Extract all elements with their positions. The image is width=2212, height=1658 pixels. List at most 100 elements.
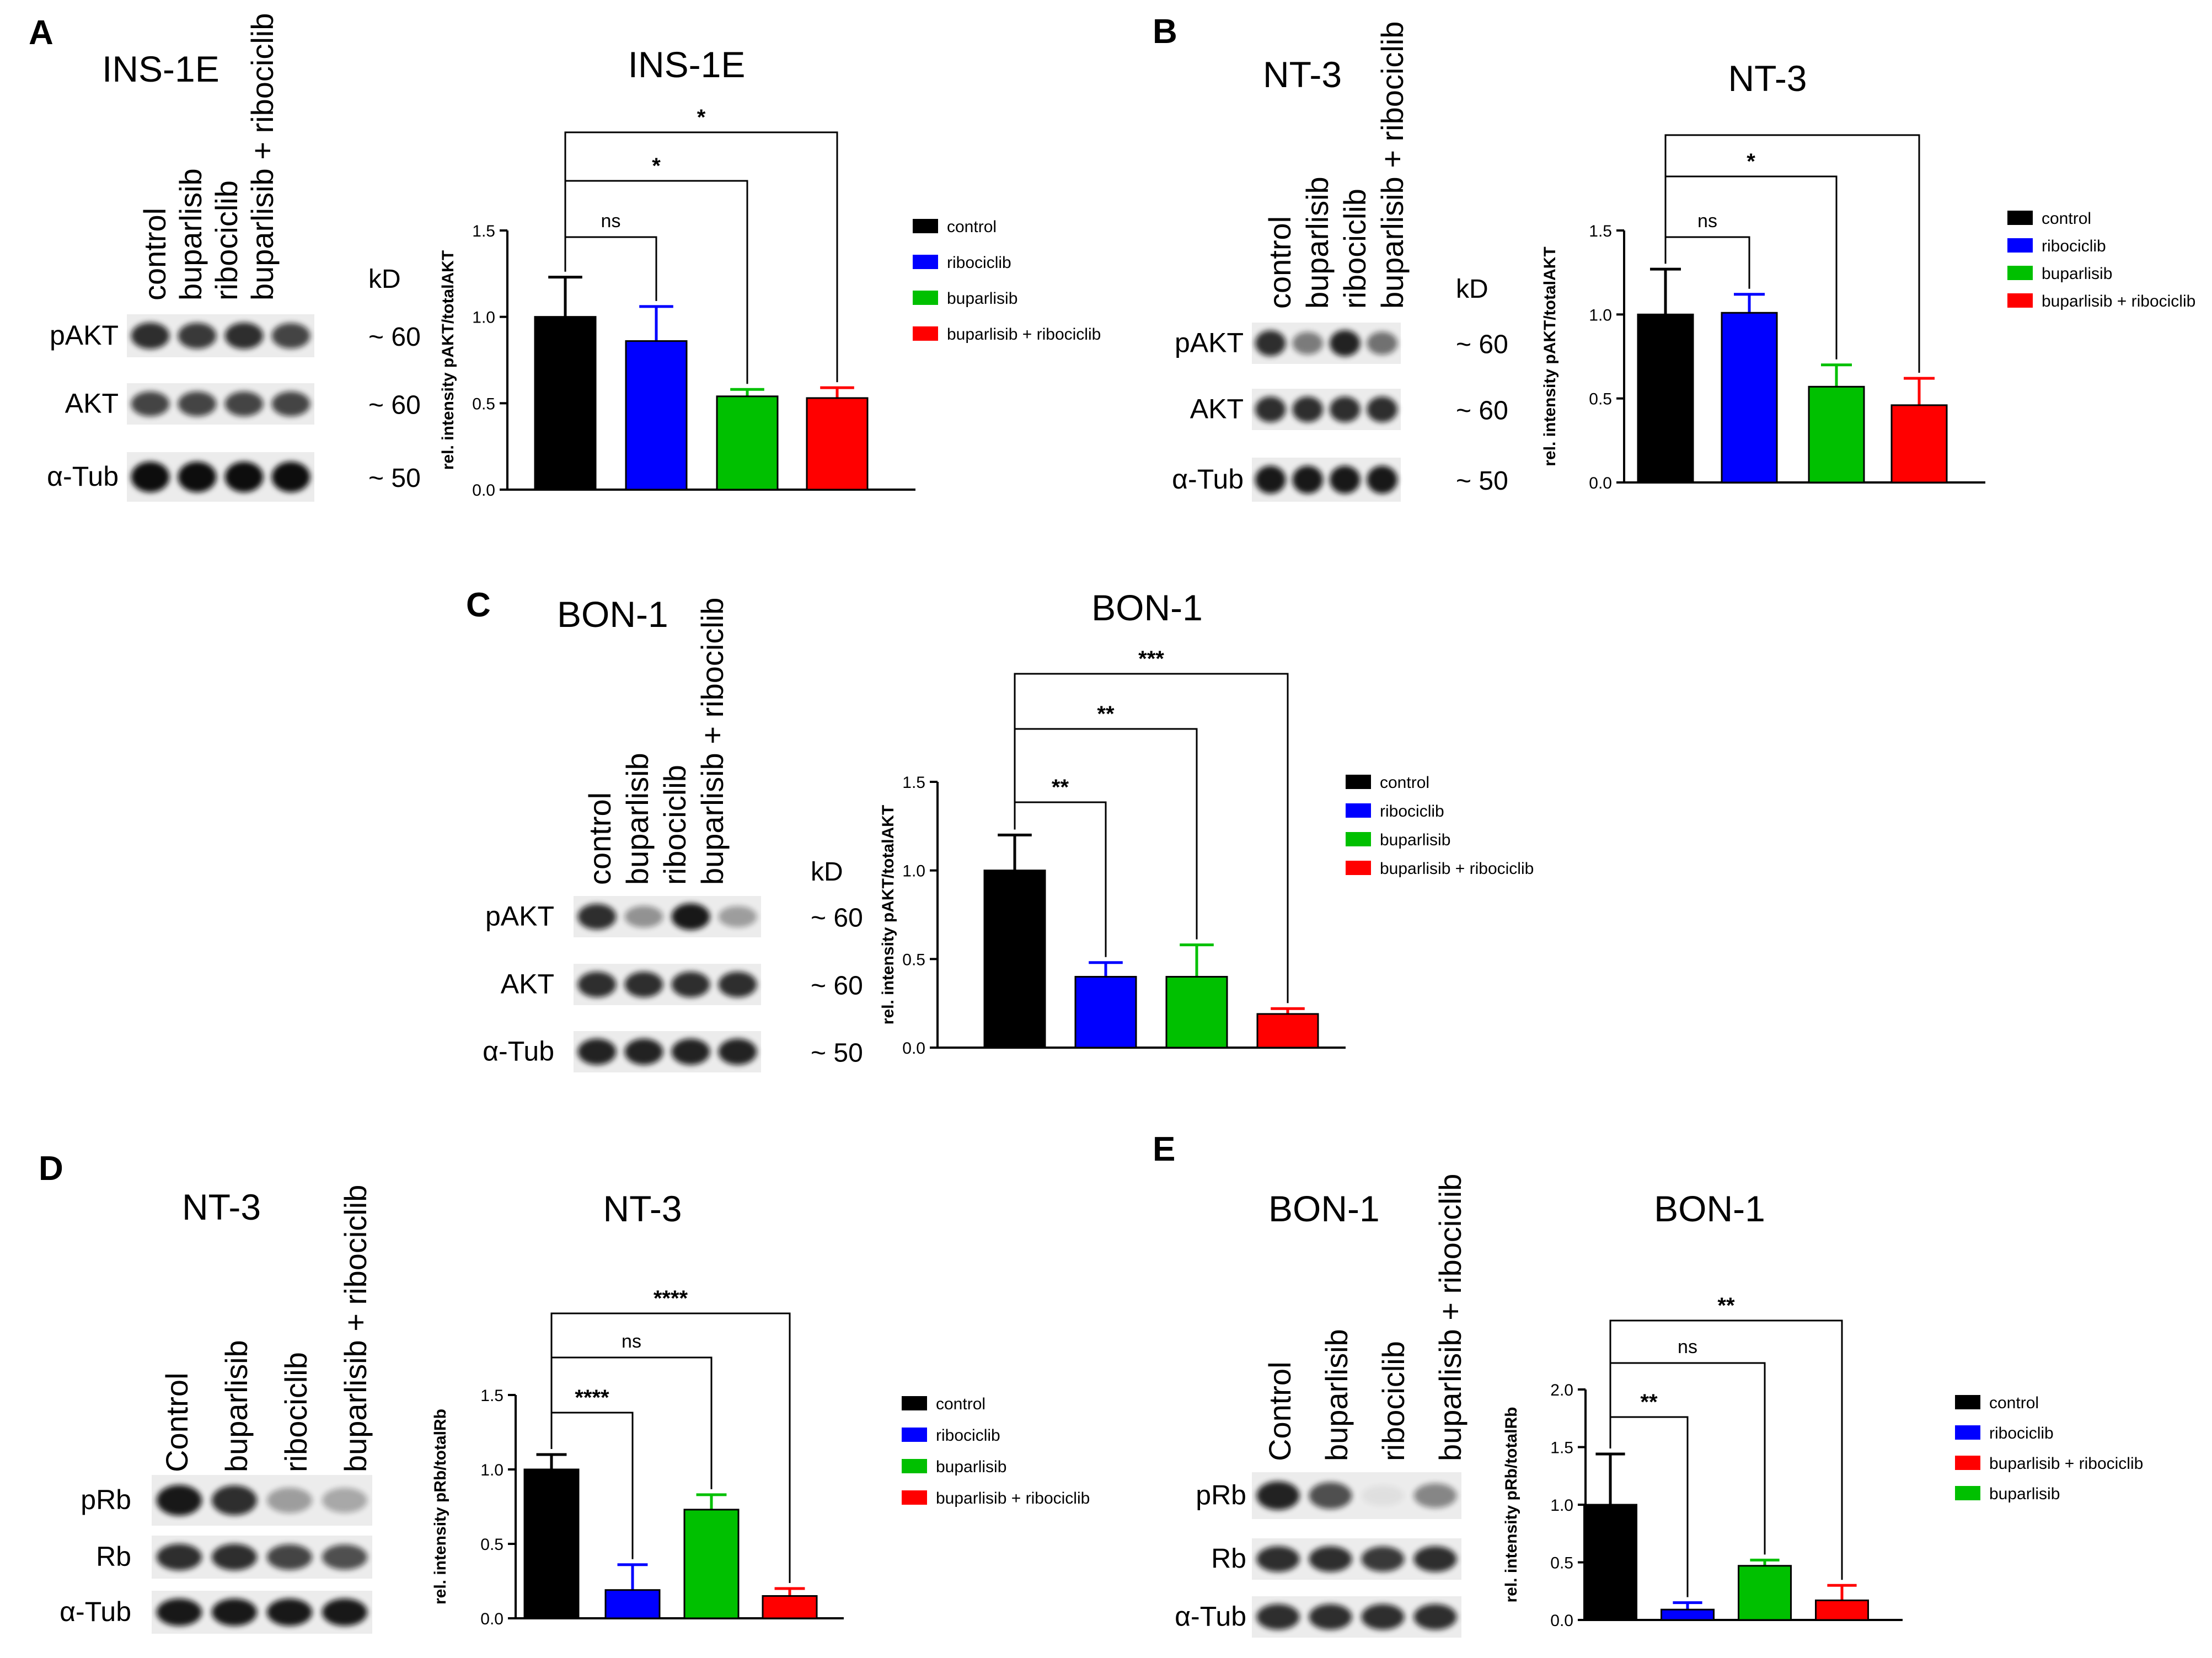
lane-label: buparlisib: [219, 1340, 254, 1472]
y-tick-label: 1.5: [1589, 222, 1612, 240]
blot-size-label: ~ 60: [1456, 330, 1508, 359]
bar: [625, 340, 688, 491]
bar-chart-1: NT-3 rel. intensity pAKT/totalAKT 0.0 0.5 1.…: [1541, 58, 2195, 492]
bar: [806, 397, 869, 491]
blot-band: [1330, 465, 1361, 494]
legend-swatch: [902, 1490, 927, 1505]
blot-band: [1367, 465, 1397, 494]
blot-band: [212, 1485, 257, 1516]
lane-label: control: [582, 792, 617, 885]
y-tick-label: 0.0: [902, 1039, 925, 1058]
blot-row-label: α-Tub: [60, 1596, 131, 1627]
bar: [1890, 404, 1948, 484]
blot-band: [271, 391, 310, 416]
y-axis-title: rel. intensity pRb/totalRb: [1502, 1407, 1520, 1602]
blot-band: [1255, 330, 1286, 356]
y-tick-label: 1.0: [902, 862, 925, 881]
significance-bracket: [550, 1312, 791, 1583]
legend-swatch: [2007, 211, 2033, 225]
blot-band: [267, 1544, 312, 1570]
lane-label: buparlisib + ribociclib: [1433, 1174, 1467, 1461]
blot-band: [1292, 396, 1323, 422]
blot-band: [131, 323, 170, 349]
panel-letter: A: [29, 14, 53, 52]
significance-label: ns: [1697, 211, 1717, 232]
legend-label: control: [936, 1395, 986, 1413]
blot-band: [267, 1487, 312, 1514]
panel-letter: E: [1153, 1130, 1175, 1168]
blot-row-label: pRb: [81, 1484, 131, 1515]
significance-label: ***: [1138, 647, 1164, 671]
blot-row-label: AKT: [65, 388, 119, 419]
y-tick-label: 1.5: [480, 1387, 504, 1405]
panel-letter: B: [1153, 13, 1177, 51]
y-tick-label: 0.5: [1550, 1554, 1573, 1573]
blot-size-label: ~ 50: [368, 464, 421, 493]
legend-label: ribociclib: [1989, 1424, 2054, 1442]
blot-band: [671, 903, 710, 930]
blot-band: [157, 1598, 202, 1626]
bar: [983, 870, 1046, 1049]
blot-band: [322, 1598, 367, 1626]
y-tick-label: 0.5: [480, 1536, 504, 1554]
legend-swatch: [913, 326, 938, 341]
blot-band: [1292, 332, 1323, 355]
blot-band: [1309, 1482, 1352, 1509]
blot-band: [271, 462, 310, 492]
legend-swatch: [1346, 861, 1371, 875]
kd-unit-label: kD: [811, 857, 843, 887]
bar: [1165, 975, 1228, 1049]
y-tick-label: 0.0: [1589, 474, 1612, 492]
legend-label: ribociclib: [936, 1426, 1000, 1445]
significance-label: *: [652, 154, 661, 178]
y-tick-label: 0.0: [480, 1610, 504, 1628]
blot-band: [224, 462, 264, 492]
blot-band: [1361, 1604, 1405, 1630]
blot-panel-1: B NT-3 control buparlisib ribociclib buparlis…: [1153, 13, 1508, 502]
lane-label: buparlisib: [620, 753, 655, 885]
legend-label: buparlisib + ribociclib: [2042, 292, 2195, 310]
lane-label: control: [1262, 216, 1297, 309]
significance-label: ns: [622, 1331, 641, 1352]
blot-row-label: α-Tub: [1175, 1601, 1246, 1632]
lane-label: buparlisib + ribociclib: [1375, 22, 1410, 309]
y-tick-label: 0.5: [1589, 390, 1612, 409]
legend-label: ribociclib: [947, 254, 1011, 272]
bar: [1721, 312, 1778, 484]
y-axis-title: rel. intensity pRb/totalRb: [431, 1409, 449, 1605]
lane-label: Control: [1262, 1361, 1297, 1461]
blot-panel-2: C BON-1 control buparlisib ribociclib buparli…: [466, 586, 863, 1072]
blot-band: [224, 323, 264, 349]
legend-label: control: [1380, 774, 1429, 792]
blot-band: [322, 1544, 367, 1570]
significance-bracket: [1014, 673, 1289, 1004]
legend-swatch: [913, 291, 938, 305]
legend-swatch: [1346, 803, 1371, 818]
chart-title: BON-1: [1654, 1188, 1765, 1229]
blot-cell-line-title: NT-3: [182, 1187, 261, 1227]
significance-label: *: [697, 105, 706, 130]
blot-band: [1309, 1604, 1352, 1630]
bar: [604, 1589, 661, 1619]
significance-label: **: [1717, 1294, 1735, 1318]
blot-band: [1413, 1483, 1457, 1508]
blot-size-label: ~ 60: [811, 972, 863, 1001]
significance-bracket: [564, 131, 838, 383]
legend-swatch: [1955, 1486, 1980, 1500]
chart-title: NT-3: [1728, 58, 1807, 99]
y-tick-label: 0.5: [472, 395, 495, 413]
blot-band: [1256, 1546, 1300, 1572]
lane-label: buparlisib: [173, 168, 208, 301]
significance-label: **: [1097, 702, 1115, 726]
lane-label: ribociclib: [1376, 1341, 1411, 1461]
lane-label: control: [137, 208, 172, 301]
blot-band: [131, 462, 170, 492]
lane-label: buparlisib + ribociclib: [338, 1185, 373, 1472]
blot-band: [577, 972, 617, 997]
lane-label: buparlisib + ribociclib: [245, 13, 280, 301]
blot-row-label: AKT: [501, 969, 554, 1000]
bar: [683, 1509, 740, 1619]
lane-label: buparlisib + ribociclib: [695, 598, 730, 885]
blot-band: [624, 972, 663, 997]
